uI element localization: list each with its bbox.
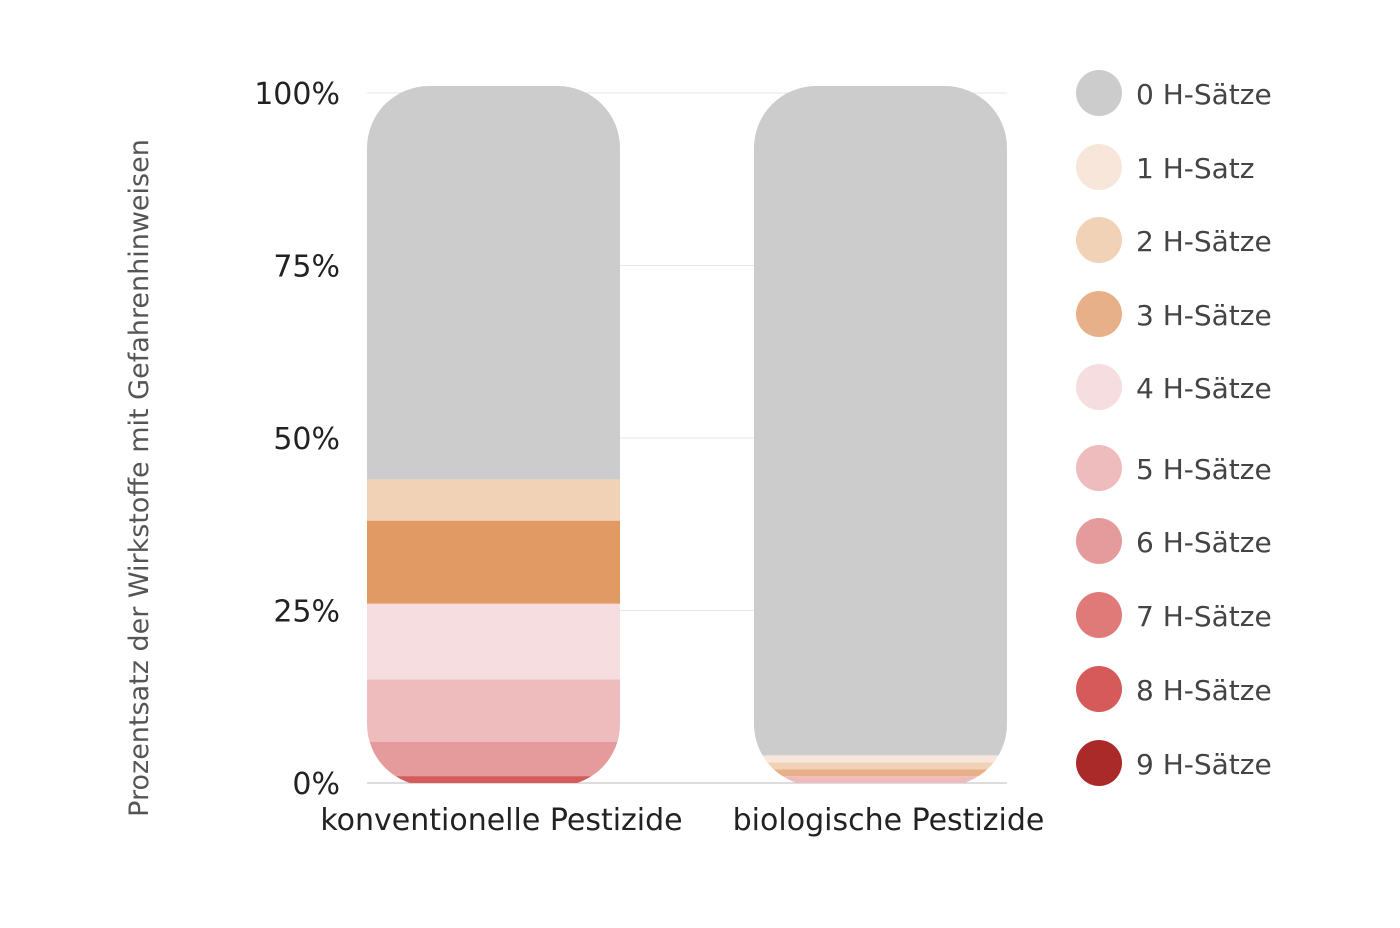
bar-segment <box>367 86 620 480</box>
legend-label: 3 H-Sätze <box>1136 299 1272 332</box>
bar-segment <box>367 603 620 680</box>
x-category-label: konventionelle Pestizide <box>320 803 682 838</box>
bar-segment <box>367 679 620 742</box>
legend-label: 9 H-Sätze <box>1136 748 1272 781</box>
legend-swatch <box>1076 364 1122 410</box>
bars <box>367 86 1007 783</box>
bar-segment <box>367 479 620 521</box>
bar-segment <box>367 520 620 604</box>
legend-label: 1 H-Satz <box>1136 152 1254 185</box>
bar-segment <box>367 741 620 777</box>
legend-swatch <box>1076 144 1122 190</box>
bar-biologisch <box>754 86 1007 783</box>
legend-swatch <box>1076 291 1122 337</box>
y-tick-label: 100% <box>254 77 340 112</box>
y-tick-label: 25% <box>273 595 340 630</box>
legend-label: 6 H-Sätze <box>1136 526 1272 559</box>
legend-swatch <box>1076 217 1122 263</box>
legend-label: 7 H-Sätze <box>1136 600 1272 633</box>
y-tick-label: 50% <box>273 422 340 457</box>
legend-swatch <box>1076 592 1122 638</box>
bar-segment <box>754 86 1007 756</box>
legend-label: 5 H-Sätze <box>1136 453 1272 486</box>
bar-segment <box>754 762 1007 770</box>
legend-label: 8 H-Sätze <box>1136 674 1272 707</box>
legend-swatch <box>1076 518 1122 564</box>
y-axis-label: Prozentsatz der Wirkstoffe mit Gefahrenh… <box>124 139 155 817</box>
x-category-label: biologische Pestizide <box>733 803 1045 838</box>
bar-konventionell <box>367 86 620 783</box>
legend-label: 0 H-Sätze <box>1136 78 1272 111</box>
y-axis-ticks: 0% 25% 50% 75% 100% <box>254 77 340 802</box>
y-tick-label: 75% <box>273 250 340 285</box>
bar-segment <box>754 755 1007 763</box>
bar-segment <box>754 776 1007 783</box>
legend-label: 4 H-Sätze <box>1136 372 1272 405</box>
bar-segment <box>754 769 1007 777</box>
legend: 0 H-Sätze 1 H-Satz 2 H-Sätze 3 H-Sätze 4 H-S… <box>1076 70 1272 786</box>
bar-segment <box>367 776 620 783</box>
legend-swatch <box>1076 445 1122 491</box>
y-tick-label: 0% <box>292 767 340 802</box>
legend-swatch <box>1076 740 1122 786</box>
legend-swatch <box>1076 70 1122 116</box>
legend-swatch <box>1076 666 1122 712</box>
x-axis-categories: konventionelle Pestizide biologische Pest… <box>320 803 1044 838</box>
legend-label: 2 H-Sätze <box>1136 225 1272 258</box>
